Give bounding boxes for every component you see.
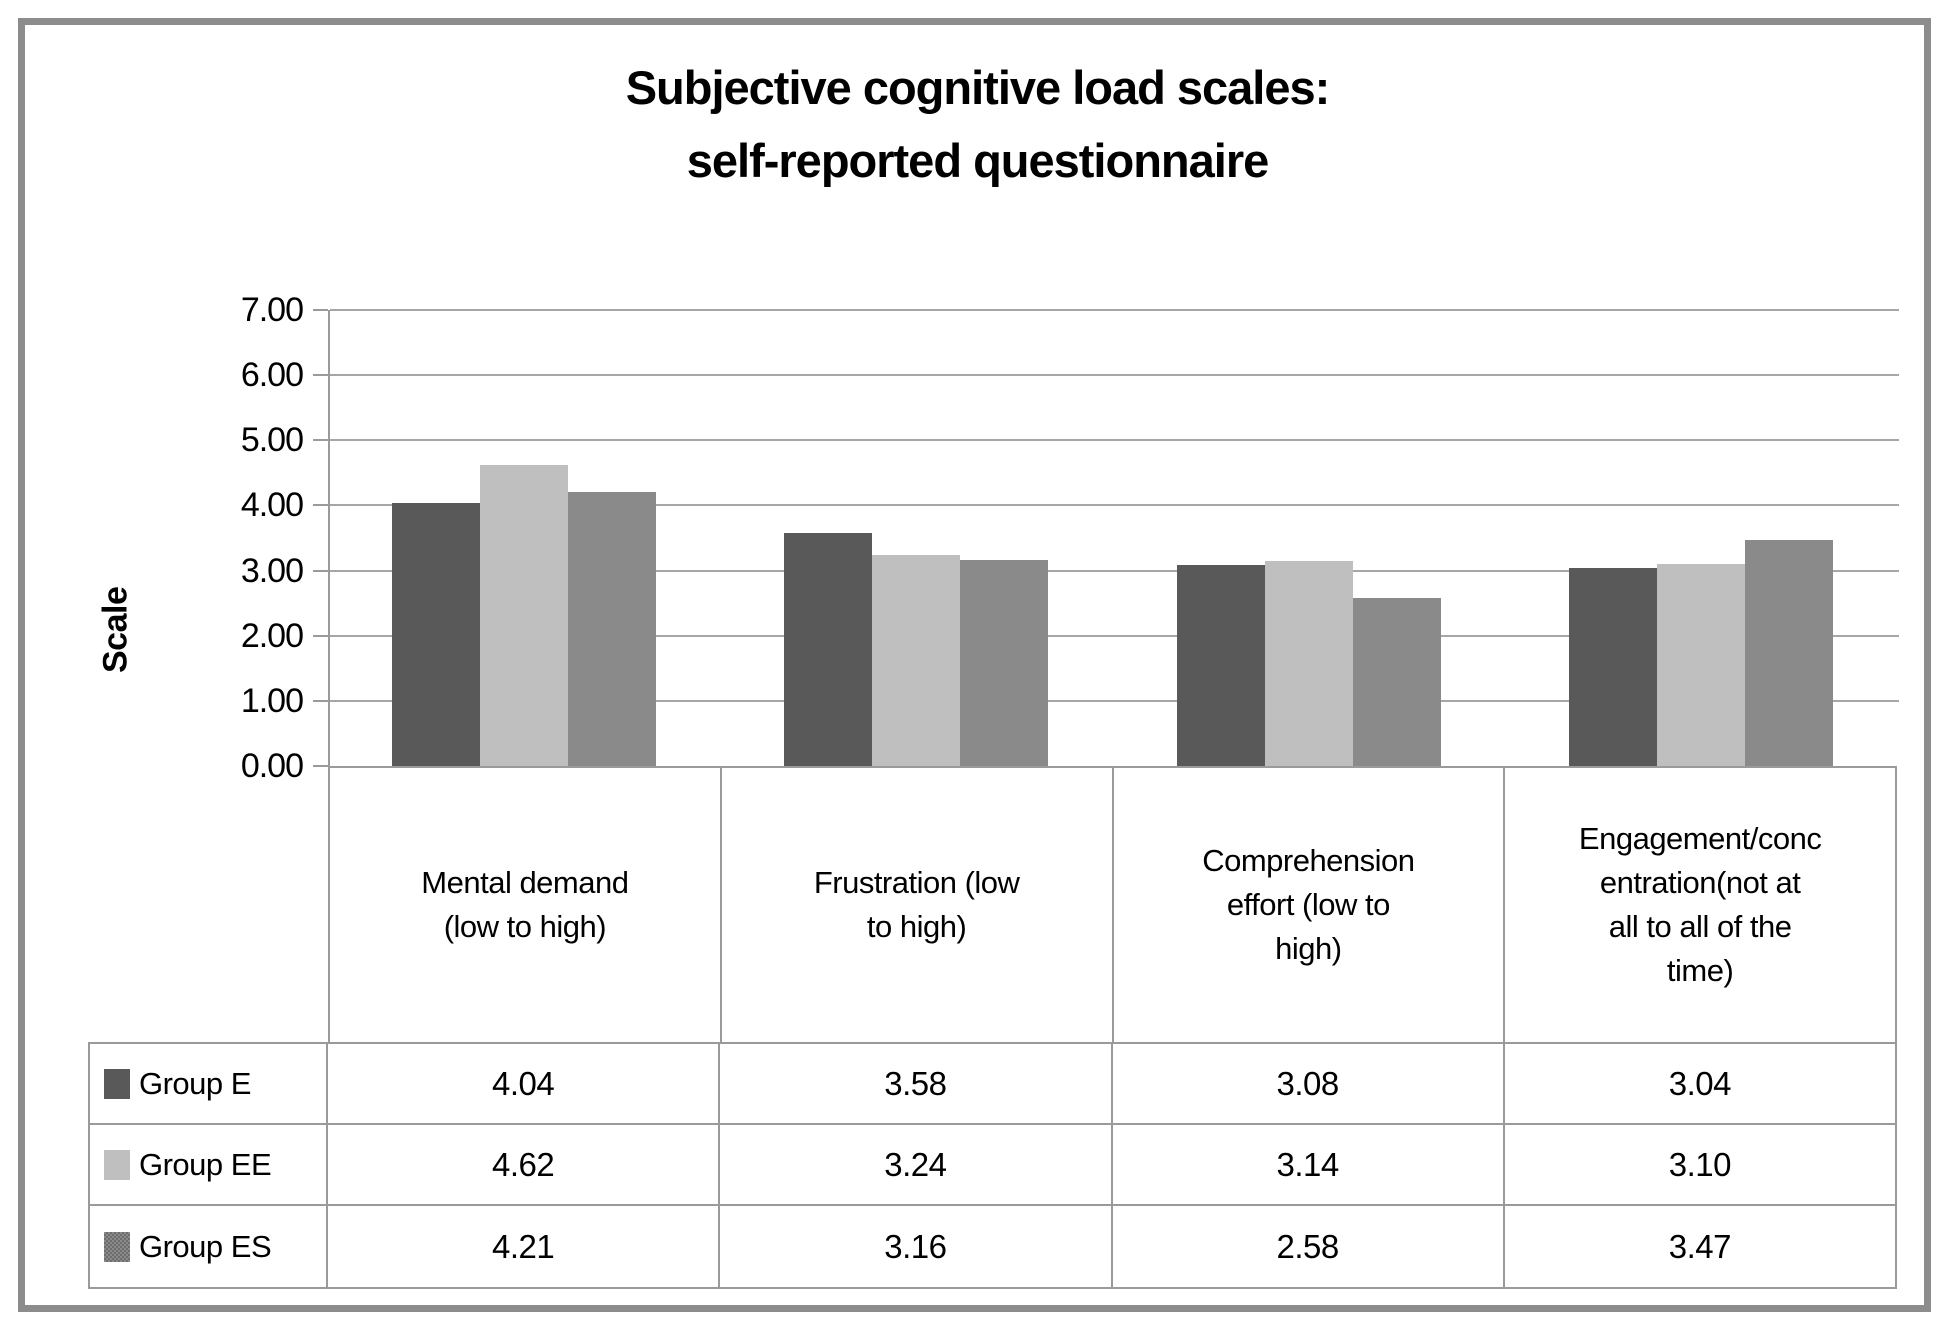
chart-title: Subjective cognitive load scales: self-r… xyxy=(0,52,1955,198)
legend-swatch-icon xyxy=(104,1149,130,1180)
series-value-cell: 3.08 xyxy=(1113,1044,1505,1123)
legend-row-group-ee: Group EE 4.62 3.24 3.14 3.10 xyxy=(90,1125,1895,1206)
y-axis-tick xyxy=(313,309,328,311)
bar-group xyxy=(1505,310,1897,766)
legend-swatch-icon xyxy=(104,1231,130,1262)
bar-group-ee xyxy=(480,465,569,766)
legend-name-cell: Group E xyxy=(90,1044,328,1123)
chart-title-line-2: self-reported questionnaire xyxy=(686,133,1270,187)
legend-swatch-icon xyxy=(104,1068,130,1099)
y-axis-tick xyxy=(313,765,328,767)
bar-group-ee xyxy=(872,555,961,766)
y-gridline xyxy=(330,700,1899,702)
series-value-cell: 3.24 xyxy=(720,1125,1113,1204)
y-axis-tick xyxy=(313,570,328,572)
category-label-line: high) xyxy=(1275,931,1342,966)
category-label-line: Comprehension xyxy=(1202,842,1415,878)
category-axis-row: Mental demand (low to high) Frustration (l… xyxy=(328,766,1897,1042)
bar-group-es xyxy=(1744,540,1833,766)
bar-groups xyxy=(328,310,1897,766)
category-label: Frustration (low to high) xyxy=(722,768,1114,1042)
y-gridline xyxy=(330,374,1899,376)
y-axis-tick xyxy=(313,439,328,441)
plot-area xyxy=(328,309,1899,766)
y-axis-title: Scale xyxy=(96,586,135,674)
legend-row-group-es: Group ES 4.21 3.16 2.58 3.47 xyxy=(90,1206,1895,1287)
y-tick-label: 3.00 xyxy=(240,552,304,590)
series-value-cell: 4.62 xyxy=(328,1125,721,1204)
category-label: Comprehension effort (low to high) xyxy=(1114,768,1506,1042)
bar-group-e xyxy=(1568,568,1657,766)
y-tick-label: 1.00 xyxy=(240,682,304,720)
y-tick-label: 6.00 xyxy=(240,356,304,394)
series-value-cell: 4.04 xyxy=(328,1044,721,1123)
bar-group xyxy=(328,310,720,766)
series-value-cell: 3.58 xyxy=(720,1044,1113,1123)
y-tick-label: 7.00 xyxy=(240,291,304,329)
series-value-cell: 4.21 xyxy=(328,1206,721,1287)
bar-group-es xyxy=(1352,598,1441,766)
series-name: Group EE xyxy=(139,1146,272,1182)
y-tick-label: 4.00 xyxy=(240,486,304,524)
category-label-line: (low to high) xyxy=(443,909,607,944)
series-name: Group E xyxy=(139,1065,251,1101)
bar-group-e xyxy=(784,533,873,766)
y-axis-tick xyxy=(313,504,328,506)
category-label-line: Mental demand xyxy=(421,864,629,900)
series-value-cell: 3.16 xyxy=(720,1206,1113,1287)
bar-group-es xyxy=(960,560,1049,766)
y-gridline xyxy=(330,439,1899,441)
series-name: Group ES xyxy=(139,1228,272,1264)
y-tick-label: 5.00 xyxy=(240,421,304,459)
category-label-line: time) xyxy=(1666,953,1734,989)
category-label-line: effort (low to xyxy=(1226,886,1391,922)
y-gridline xyxy=(330,504,1899,506)
category-label-line: all to all of the xyxy=(1608,909,1792,944)
category-label: Engagement/conc entration(not at all to al… xyxy=(1505,768,1895,1042)
bar-group xyxy=(1113,310,1505,766)
bar-group-es xyxy=(568,492,657,766)
y-gridline xyxy=(330,635,1899,637)
y-gridline xyxy=(330,570,1899,572)
legend-name-cell: Group EE xyxy=(90,1125,328,1204)
legend-data-table: Group E 4.04 3.58 3.08 3.04 Group EE 4.62 3.24 3… xyxy=(88,1042,1897,1289)
series-value-cell: 3.04 xyxy=(1668,1064,1732,1102)
bar-group-ee xyxy=(1656,564,1745,766)
series-value-cell: 3.14 xyxy=(1113,1125,1505,1204)
y-tick-label: 0.00 xyxy=(240,747,304,785)
y-tick-label: 2.00 xyxy=(240,617,304,655)
y-axis-tick xyxy=(313,700,328,702)
category-label-line: to high) xyxy=(866,909,967,944)
bar-group-ee xyxy=(1264,561,1353,766)
category-label-line: Engagement/conc xyxy=(1578,820,1822,856)
legend-name-cell: Group ES xyxy=(90,1206,328,1287)
y-gridline xyxy=(330,309,1899,311)
category-label-line: entration(not at xyxy=(1599,864,1801,900)
series-value-cell: 3.47 xyxy=(1668,1227,1732,1265)
category-label: Mental demand (low to high) xyxy=(330,768,722,1042)
y-axis-tick xyxy=(313,374,328,376)
series-value-cell: 2.58 xyxy=(1113,1206,1505,1287)
y-axis-tick xyxy=(313,635,328,637)
series-value-cell: 3.10 xyxy=(1668,1145,1732,1183)
bar-group xyxy=(720,310,1112,766)
legend-row-group-e: Group E 4.04 3.58 3.08 3.04 xyxy=(90,1044,1895,1125)
bar-group-e xyxy=(392,503,481,766)
chart-title-line-1: Subjective cognitive load scales: xyxy=(625,61,1331,114)
bar-group-e xyxy=(1176,565,1265,766)
category-label-line: Frustration (low xyxy=(813,864,1020,900)
